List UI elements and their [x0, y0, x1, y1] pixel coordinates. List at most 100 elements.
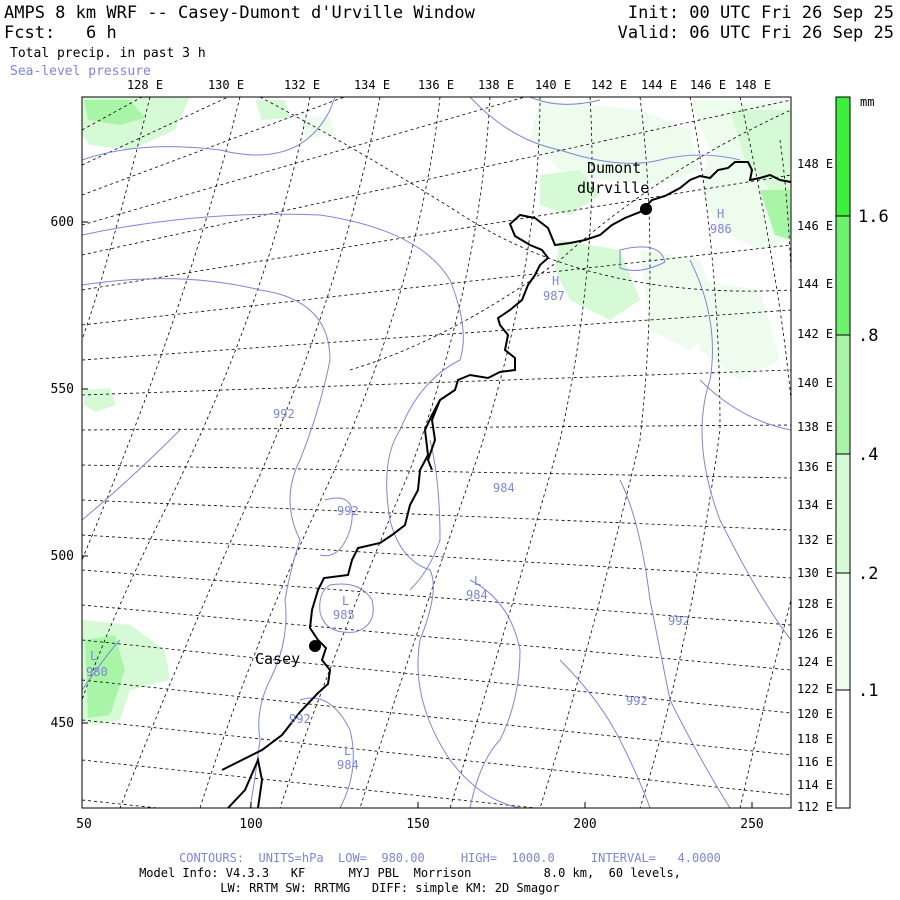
init-time: Init: 00 UTC Fri 26 Sep 25	[627, 3, 894, 23]
top-axis-tick: 128 E	[127, 78, 163, 92]
bottom-axis-tick: 250	[740, 817, 763, 832]
right-axis-tick: 140 E	[797, 376, 833, 390]
top-axis: 128 E 130 E 132 E 134 E 136 E 138 E 140 …	[127, 78, 771, 92]
top-axis-tick: 136 E	[418, 78, 454, 92]
bottom-axis-ticks	[250, 802, 753, 808]
right-axis-tick: 122 E	[797, 682, 833, 696]
right-axis-tick: 120 E	[797, 707, 833, 721]
contour-label: 992	[289, 712, 311, 726]
right-axis-tick: 114 E	[797, 778, 833, 792]
dumont-label-line2: dUrville	[577, 179, 649, 197]
low-center-marker: L	[90, 649, 97, 663]
left-axis-tick: 500	[51, 549, 74, 564]
low-center-marker: L	[344, 744, 351, 758]
bottom-axis-tick: 100	[239, 817, 262, 832]
left-axis: 600 550 500 450	[51, 215, 74, 731]
valid-time: Valid: 06 UTC Fri 26 Sep 25	[617, 23, 894, 43]
right-axis-tick: 128 E	[797, 597, 833, 611]
precip-shading	[82, 97, 791, 725]
top-axis-tick: 144 E	[641, 78, 677, 92]
right-axis-tick: 138 E	[797, 420, 833, 434]
high-center-marker: H	[552, 274, 559, 288]
colorbar-swatch	[836, 573, 850, 690]
right-axis-tick: 146 E	[797, 219, 833, 233]
right-axis-tick: 118 E	[797, 732, 833, 746]
left-axis-tick: 450	[51, 716, 74, 731]
slp-contours	[82, 97, 791, 808]
right-axis-tick: 132 E	[797, 533, 833, 547]
contour-label: 984	[337, 758, 359, 772]
colorbar-swatch	[836, 216, 850, 335]
low-center-marker: L	[342, 594, 349, 608]
pressure-centers: L L L H H L	[90, 207, 724, 758]
colorbar-swatch	[836, 335, 850, 454]
forecast-label: Fcst:	[4, 23, 56, 43]
casey-label: Casey	[255, 650, 300, 668]
contour-label: 980	[86, 665, 108, 679]
contour-label: 984	[466, 588, 488, 602]
right-axis-tick: 144 E	[797, 277, 833, 291]
physics-info: LW: RRTM SW: RRTMG DIFF: simple KM: 2D S…	[220, 881, 560, 895]
precip-colorbar: mm 1.6 .8 .4 .2 .1	[835, 95, 889, 809]
right-axis-tick: 124 E	[797, 655, 833, 669]
contour-label: 985	[333, 608, 355, 622]
bottom-axis-tick: 200	[573, 817, 596, 832]
top-axis-tick: 130 E	[208, 78, 244, 92]
forecast-hour: 6 h	[86, 23, 117, 43]
left-axis-tick: 600	[51, 215, 74, 230]
colorbar-label: 1.6	[858, 207, 889, 227]
right-axis-tick: 126 E	[797, 627, 833, 641]
dumont-station-marker[interactable]	[640, 203, 652, 215]
colorbar-swatch	[836, 690, 850, 808]
high-center-marker: H	[717, 207, 724, 221]
contour-label: 984	[493, 481, 515, 495]
low-center-marker: L	[474, 574, 481, 588]
model-info: Model Info: V4.3.3 KF MYJ PBL Morrison 8…	[139, 866, 681, 880]
graticule	[82, 97, 791, 808]
top-axis-tick: 138 E	[478, 78, 514, 92]
colorbar-label: .1	[858, 681, 878, 701]
casey-station-marker[interactable]	[309, 640, 321, 652]
map-title: AMPS 8 km WRF -- Casey-Dumont d'Urville …	[4, 3, 475, 23]
right-axis-tick: 142 E	[797, 327, 833, 341]
colorbar-label: .2	[858, 564, 878, 584]
colorbar-swatch	[836, 97, 850, 216]
right-axis-tick: 134 E	[797, 498, 833, 512]
bottom-axis-tick: 150	[406, 817, 429, 832]
top-axis-tick: 142 E	[591, 78, 627, 92]
colorbar-label: .4	[858, 445, 878, 465]
contour-info: CONTOURS: UNITS=hPa LOW= 980.00 HIGH= 10…	[179, 851, 721, 865]
bottom-axis: 50 100 150 200 250	[76, 817, 764, 832]
contour-label: 992	[337, 504, 359, 518]
colorbar-swatch	[836, 454, 850, 573]
contour-labels: 992 992 984 984 992 992 992 984 987 986 …	[86, 222, 732, 772]
top-axis-tick: 140 E	[535, 78, 571, 92]
bottom-axis-tick: 50	[76, 817, 92, 832]
left-axis-ticks	[82, 221, 88, 724]
right-axis-tick: 116 E	[797, 755, 833, 769]
contour-label: 992	[273, 407, 295, 421]
field-name: Total precip. in past 3 h	[10, 46, 206, 61]
plot-frame	[81, 96, 792, 809]
right-axis-tick: 148 E	[797, 157, 833, 171]
contour-label: 986	[710, 222, 732, 236]
right-axis: 148 E 146 E 144 E 142 E 140 E 138 E 136 …	[797, 157, 833, 814]
right-axis-tick: 136 E	[797, 460, 833, 474]
top-axis-tick: 148 E	[735, 78, 771, 92]
colorbar-unit: mm	[860, 95, 874, 109]
map-plot-area	[82, 97, 791, 808]
dumont-label-line1: Dumont	[587, 159, 641, 177]
overlay-name: Sea-level pressure	[10, 64, 151, 79]
contour-label: 992	[668, 614, 690, 628]
contour-label: 987	[543, 289, 565, 303]
top-axis-tick: 132 E	[284, 78, 320, 92]
right-axis-tick: 130 E	[797, 566, 833, 580]
coastline	[221, 161, 791, 808]
left-axis-tick: 550	[51, 382, 74, 397]
top-axis-tick: 134 E	[354, 78, 390, 92]
colorbar-label: .8	[858, 326, 878, 346]
right-axis-tick: 112 E	[797, 800, 833, 814]
top-axis-tick: 146 E	[690, 78, 726, 92]
contour-label: 992	[626, 694, 648, 708]
